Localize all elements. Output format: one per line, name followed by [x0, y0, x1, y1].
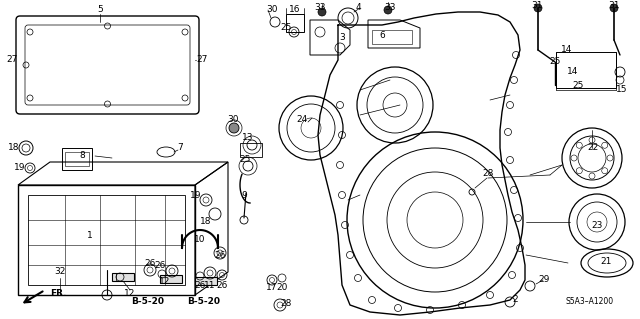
Text: 26: 26 — [154, 261, 166, 270]
Text: 23: 23 — [591, 220, 603, 229]
Text: 28: 28 — [483, 168, 493, 177]
Text: 5: 5 — [97, 5, 103, 14]
Text: 26: 26 — [144, 259, 156, 269]
Text: 1: 1 — [87, 231, 93, 240]
Bar — [112, 273, 134, 281]
Bar — [372, 30, 412, 44]
Text: 4: 4 — [355, 4, 361, 12]
Text: 14: 14 — [567, 68, 579, 77]
Bar — [62, 148, 92, 170]
Text: 7: 7 — [177, 144, 183, 152]
Circle shape — [534, 4, 542, 12]
Text: 27: 27 — [6, 56, 18, 64]
Text: 2: 2 — [512, 294, 518, 303]
Text: 13: 13 — [243, 133, 253, 143]
Text: 16: 16 — [289, 5, 301, 14]
Text: 12: 12 — [159, 277, 171, 286]
Text: 20: 20 — [276, 283, 288, 292]
Text: 28: 28 — [280, 300, 292, 308]
Text: 31: 31 — [531, 2, 543, 11]
Text: 31: 31 — [608, 2, 620, 11]
Text: 26: 26 — [216, 280, 228, 290]
Circle shape — [384, 6, 392, 14]
Text: 22: 22 — [588, 143, 598, 152]
Bar — [65, 152, 89, 166]
Text: 32: 32 — [54, 268, 66, 277]
Text: 8: 8 — [79, 152, 85, 160]
Bar — [240, 143, 262, 157]
Text: 18: 18 — [8, 144, 20, 152]
Text: 29: 29 — [538, 276, 550, 285]
Text: 26: 26 — [214, 251, 226, 261]
Text: 3: 3 — [339, 33, 345, 42]
Text: 25: 25 — [280, 24, 292, 33]
Text: 25: 25 — [572, 80, 584, 90]
Circle shape — [318, 8, 326, 16]
Text: 14: 14 — [561, 46, 573, 55]
Text: 9: 9 — [241, 190, 247, 199]
Bar — [556, 52, 616, 88]
Text: 17: 17 — [266, 283, 278, 292]
Text: 33: 33 — [384, 4, 396, 12]
Text: 12: 12 — [124, 288, 136, 298]
Bar — [28, 195, 185, 285]
Text: 30: 30 — [266, 5, 278, 14]
Text: 26: 26 — [195, 280, 205, 290]
Text: 21: 21 — [600, 257, 612, 266]
Text: S5A3–A1200: S5A3–A1200 — [565, 296, 613, 306]
Text: B-5-20: B-5-20 — [188, 296, 221, 306]
Text: 18: 18 — [200, 218, 212, 226]
Text: 33: 33 — [314, 4, 326, 12]
Text: 19: 19 — [190, 191, 202, 201]
Text: 10: 10 — [195, 235, 205, 244]
Text: 11: 11 — [204, 280, 216, 290]
Text: 27: 27 — [196, 56, 208, 64]
Bar — [160, 275, 182, 283]
Bar — [195, 277, 217, 285]
Text: 19: 19 — [14, 164, 26, 173]
Text: 25: 25 — [239, 155, 251, 165]
Text: 6: 6 — [379, 31, 385, 40]
Circle shape — [610, 4, 618, 12]
Text: 15: 15 — [616, 85, 628, 94]
Text: B-5-20: B-5-20 — [131, 296, 164, 306]
Text: 25: 25 — [549, 57, 561, 66]
Text: 30: 30 — [227, 115, 239, 124]
Text: 24: 24 — [296, 115, 308, 124]
Circle shape — [229, 123, 239, 133]
Bar — [286, 14, 304, 32]
Text: FR.: FR. — [50, 290, 67, 299]
